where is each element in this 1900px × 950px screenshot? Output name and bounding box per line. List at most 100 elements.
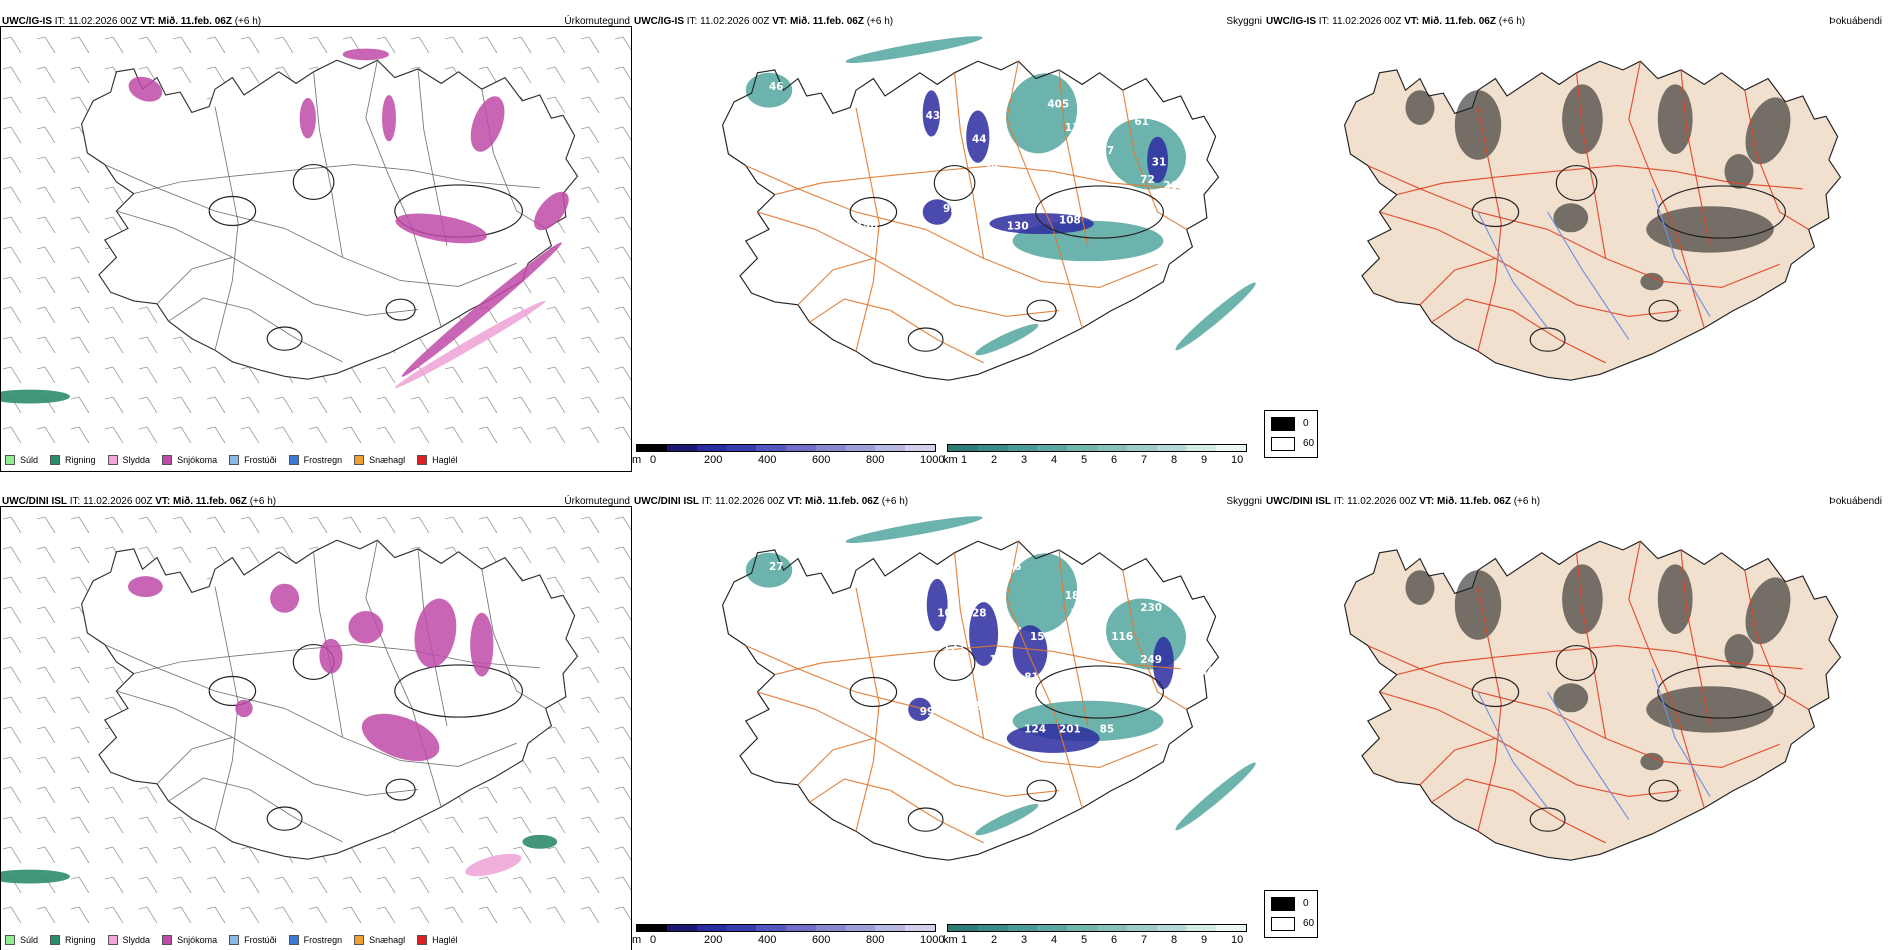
road-line — [809, 298, 984, 364]
road-line — [1680, 69, 1711, 247]
road-line — [1576, 552, 1607, 739]
ceiling-area — [1006, 723, 1100, 753]
scale-tick: 7 — [1141, 454, 1148, 466]
road-line — [1058, 69, 1089, 247]
scale-tick: 200 — [704, 934, 723, 946]
glacier-outline — [1648, 779, 1679, 802]
visibility-area — [1175, 762, 1256, 831]
wind-barb — [478, 816, 498, 834]
road-line — [116, 210, 233, 258]
wind-barb — [546, 96, 566, 114]
wind-barb — [70, 816, 90, 834]
cloud-map: 27 45 698 66 106 28 180 221 449 230 116 249 123 163 15… — [632, 506, 1264, 936]
title-part: VT: — [140, 16, 156, 27]
snow-area — [470, 612, 494, 677]
snow-area — [342, 48, 389, 61]
legend-item: Frostregn — [288, 935, 342, 945]
title-part: (+6 h) — [234, 16, 262, 27]
wind-barb — [36, 906, 56, 924]
wind-barb — [104, 306, 124, 324]
scale-step — [845, 925, 876, 931]
wind-barb — [138, 846, 158, 864]
ceiling-value-label: 45 — [821, 596, 836, 608]
wind-barb — [614, 216, 631, 231]
wind-barb — [580, 336, 600, 354]
wind-barb — [614, 576, 631, 591]
legend-swatch — [5, 455, 15, 465]
legend-label: Slydda — [122, 455, 151, 465]
scale-tick: 600 — [812, 454, 831, 466]
wind-barb — [172, 366, 192, 384]
ceiling-area — [969, 602, 999, 666]
legend-label: Slydda — [122, 935, 151, 945]
snow-area — [128, 76, 163, 102]
legend-swatch — [5, 935, 15, 945]
fog-key-label: 0 — [1303, 418, 1309, 429]
ceiling-value-label: 180 — [1065, 590, 1087, 602]
ceiling-value-label: 116 — [1111, 631, 1133, 643]
wind-barb — [104, 426, 124, 444]
precip-legend: Súld Rigning Slydda Snjókoma Frostúði Frostre… — [5, 935, 458, 945]
wind-barb — [2, 816, 22, 834]
fog-low-area — [1745, 577, 1791, 645]
legend-label: Snæhagl — [369, 935, 406, 945]
title-part: (+6 h) — [881, 496, 909, 507]
scale-tick: 3 — [1021, 934, 1028, 946]
wind-barb — [546, 726, 566, 744]
wind-barb — [104, 336, 124, 354]
glacier-outline — [849, 676, 898, 708]
wind-barb — [342, 396, 362, 414]
wind-barb — [512, 66, 532, 84]
scale-step — [1037, 925, 1068, 931]
wind-barb — [614, 816, 631, 831]
scale-tick: 1 — [961, 934, 968, 946]
road-line — [1379, 691, 1496, 739]
legend-item: Snæhagl — [354, 455, 405, 465]
ceiling-value-label: 33 — [937, 151, 952, 163]
river-line — [1651, 188, 1711, 317]
legend-swatch — [107, 935, 118, 945]
fog-low-area — [1640, 752, 1664, 771]
glacier-outline — [1648, 299, 1679, 322]
wind-barb — [614, 546, 631, 561]
wind-barb — [206, 366, 226, 384]
wind-barb — [138, 516, 158, 534]
road-line — [797, 257, 1060, 317]
title-part: 11.02.2026 00Z — [83, 496, 153, 507]
legend-label: Snæhagl — [369, 455, 406, 465]
wind-barb — [478, 546, 498, 564]
scale-tick: 6 — [1111, 454, 1118, 466]
snow-area — [128, 576, 163, 598]
title-part: Mið. 11.feb. 06Z — [1422, 16, 1496, 27]
ceiling-value-label: 40 — [798, 122, 813, 134]
scale-tick: 9 — [1201, 454, 1208, 466]
ceiling-value-label: 826 — [966, 700, 988, 712]
wind-barb — [2, 756, 22, 774]
wind-barb — [376, 906, 396, 924]
wind-barb — [614, 666, 631, 681]
scale-step — [948, 445, 978, 451]
visibility-area — [1006, 73, 1078, 154]
wind-barb — [512, 516, 532, 534]
fog-low-area — [1745, 97, 1791, 165]
scale-step — [785, 445, 816, 451]
wind-barb — [240, 846, 260, 864]
legend-label: Rigning — [65, 935, 96, 945]
ceiling-value-label: 85 — [1100, 724, 1115, 736]
scale-step — [1096, 445, 1127, 451]
wind-barb — [2, 726, 22, 744]
scale-step — [637, 445, 667, 451]
legend-label: Haglél — [432, 455, 458, 465]
road-line — [156, 736, 419, 796]
ceiling-value-label: 221 — [1071, 608, 1093, 620]
road-line — [481, 569, 546, 709]
map-layer: 27 45 698 66 106 28 180 221 449 230 116 249 123 163 15… — [721, 516, 1256, 861]
scale-tick: 7 — [1141, 934, 1148, 946]
fog-low-area — [1405, 90, 1435, 125]
wind-barb — [580, 726, 600, 744]
panel-product-label: Þokuábendi — [1829, 16, 1882, 27]
fog-low-area — [1640, 272, 1664, 291]
wind-barb — [410, 516, 430, 534]
scale-tick: 4 — [1051, 934, 1058, 946]
